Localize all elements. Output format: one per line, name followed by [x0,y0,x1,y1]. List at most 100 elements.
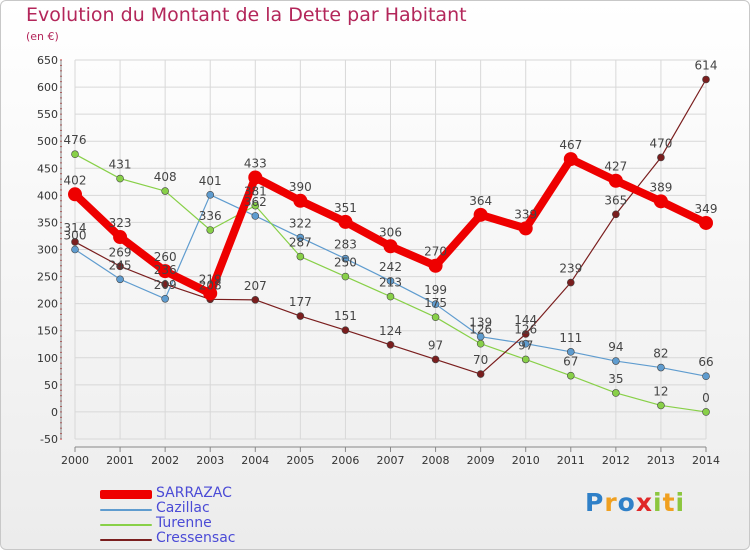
data-label: 126 [514,323,537,337]
data-point [338,214,353,229]
data-label: 431 [109,158,132,172]
data-label: 207 [244,279,267,293]
chart-subtitle: (en €) [26,30,59,43]
y-tick-label: 250 [37,271,58,284]
data-point [341,254,350,263]
data-point [113,230,128,245]
data-point [431,355,440,364]
data-label: 381 [244,185,267,199]
x-tick-label: 2006 [331,454,359,467]
y-tick-label: 100 [37,352,58,365]
data-label: 239 [559,262,582,276]
data-label: 139 [469,316,492,330]
logo-letter: r [604,488,618,517]
y-tick-label: 0 [51,406,58,419]
legend-item-cazillac: Cazillac [100,500,210,517]
data-point [431,313,440,321]
data-point [71,150,79,159]
data-label: 70 [473,353,488,367]
data-label: 245 [109,258,132,272]
legend-label-turenne: Turenne [156,515,212,531]
y-tick-label: 500 [37,135,58,148]
data-point [476,339,485,348]
y-tick-label: 600 [37,81,58,94]
legend-label-cazillac: Cazillac [156,500,210,516]
legend-item-turenne: Turenne [100,515,212,532]
data-point [386,340,395,349]
data-point [251,212,260,220]
x-tick-label: 2014 [692,454,720,467]
x-tick-label: 2005 [286,454,314,467]
data-point [161,294,169,303]
data-label: 97 [428,338,443,352]
data-point [518,221,533,236]
logo-letter: i [653,488,663,517]
data-label: 12 [653,384,668,398]
data-label: 208 [199,278,222,292]
logo-letter: P [585,488,605,517]
y-tick-label: 150 [37,325,58,338]
data-label: 111 [559,331,582,345]
data-point [521,330,530,338]
logo-letter: i [675,488,686,517]
data-point [699,215,713,230]
data-label: 322 [289,217,312,231]
data-label: 270 [424,245,447,259]
data-label: 0 [702,391,710,405]
data-point [608,173,623,188]
data-label: 300 [64,229,87,243]
data-point [68,187,82,202]
data-label: 401 [199,174,222,188]
data-point [248,170,263,185]
data-point [473,207,488,222]
data-point [566,278,575,287]
y-tick-label: 350 [37,216,58,229]
data-point [657,363,665,372]
data-point [566,371,575,380]
logo-letter: t [662,488,676,517]
data-label: 219 [199,272,222,286]
data-label: 476 [64,133,87,147]
data-label: 97 [518,338,533,352]
data-label: 467 [559,138,582,152]
data-point [428,258,443,273]
data-point [702,372,710,380]
data-point [296,252,305,261]
legend-item-sarrazac: SARRAZAC [100,485,232,502]
data-point [203,286,218,301]
data-point [293,193,308,208]
data-point [206,191,215,199]
data-label: 124 [379,324,402,338]
data-point [386,277,395,285]
data-label: 314 [64,221,87,235]
data-label: 94 [608,340,623,354]
data-point [71,245,79,254]
data-point [702,408,710,416]
data-label: 470 [649,136,672,150]
data-label: 339 [514,207,537,221]
data-label: 269 [109,245,132,259]
data-label: 67 [563,355,578,369]
data-label: 614 [695,58,718,72]
data-point [657,153,665,162]
data-point [161,187,169,195]
x-tick-label: 2013 [647,454,675,467]
x-tick-label: 2004 [241,454,269,467]
data-point [158,264,173,279]
data-label: 175 [424,296,447,310]
data-point [251,296,260,304]
x-tick-label: 2001 [106,454,134,467]
data-label: 250 [334,256,357,270]
legend-swatch-cazillac [100,508,152,511]
data-point [116,174,124,183]
data-label: 283 [334,238,357,252]
data-label: 349 [695,202,718,216]
data-label: 82 [653,347,668,361]
x-tick-label: 2000 [61,454,89,467]
data-label: 365 [604,193,627,207]
data-point [612,357,620,365]
data-label: 351 [334,201,357,215]
x-tick-label: 2009 [467,454,495,467]
data-point [161,280,169,288]
data-label: 236 [154,263,177,277]
